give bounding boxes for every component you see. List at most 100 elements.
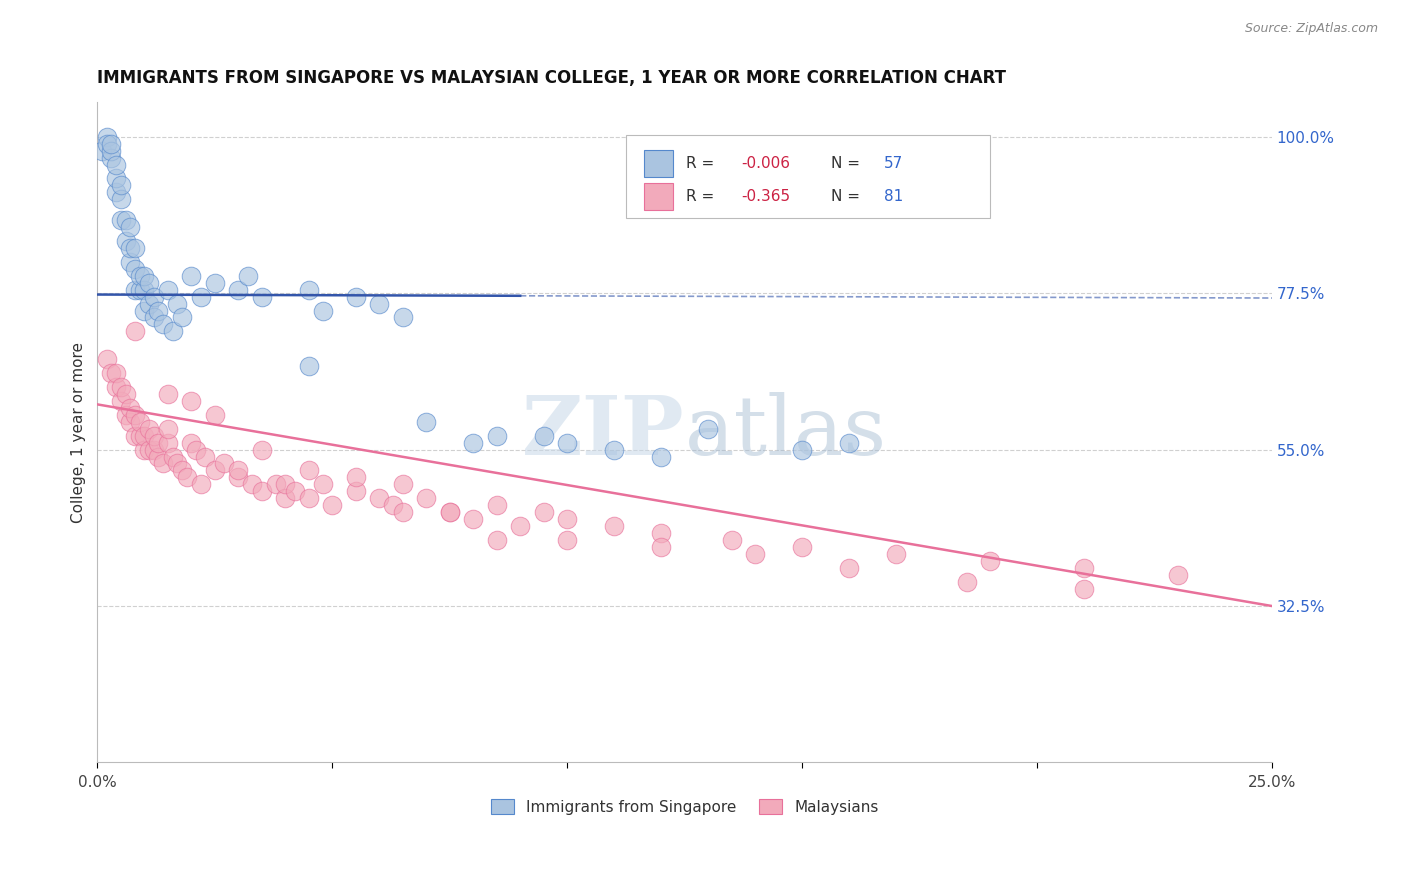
Text: ZIP: ZIP [522,392,685,472]
Point [190,477,212,491]
Point [124,261,146,276]
Point [96,129,118,144]
Point [105,186,128,200]
Point [100,151,122,165]
Point [485,533,508,547]
Point [485,428,508,442]
Point [204,276,226,290]
Point [120,255,142,269]
Point [124,428,146,442]
Point [96,352,118,367]
Point [190,290,212,304]
Point [226,283,249,297]
Point [100,136,122,151]
Point [236,268,259,283]
Point [250,442,273,457]
Point [650,450,672,464]
Point [955,574,977,589]
Point [382,498,405,512]
Point [204,408,226,422]
Point [134,428,156,442]
Point [138,276,160,290]
Point [110,380,132,394]
Point [124,325,146,339]
Point [242,477,264,491]
Point [142,442,165,457]
Point [439,505,461,519]
Point [105,171,128,186]
Point [96,136,118,151]
Point [1073,582,1095,596]
Point [838,435,860,450]
Point [148,303,170,318]
Point [166,457,188,471]
Point [344,484,367,499]
Text: -0.006: -0.006 [741,156,790,171]
FancyBboxPatch shape [626,135,990,218]
Point [100,366,122,380]
Point [509,519,531,533]
Point [156,422,179,436]
Point [166,296,188,310]
Point [603,519,626,533]
Point [838,561,860,575]
Point [114,234,136,248]
Point [555,512,578,526]
Point [105,366,128,380]
Point [463,512,485,526]
Point [128,428,150,442]
Point [170,310,193,325]
Point [1167,567,1189,582]
Point [110,178,132,193]
Text: R =: R = [686,156,718,171]
Point [124,408,146,422]
Point [128,268,150,283]
Point [274,491,297,506]
Point [274,477,297,491]
Point [204,463,226,477]
Point [463,435,485,450]
Point [162,450,184,464]
Point [697,422,720,436]
Text: IMMIGRANTS FROM SINGAPORE VS MALAYSIAN COLLEGE, 1 YEAR OR MORE CORRELATION CHART: IMMIGRANTS FROM SINGAPORE VS MALAYSIAN C… [97,69,1007,87]
Point [124,283,146,297]
Point [156,435,179,450]
Point [720,533,742,547]
Text: atlas: atlas [685,392,887,472]
Point [162,325,184,339]
Point [156,283,179,297]
Point [650,526,672,541]
Point [110,192,132,206]
Y-axis label: College, 1 year or more: College, 1 year or more [72,342,86,523]
Text: 81: 81 [884,189,904,204]
Point [884,547,907,561]
Point [156,387,179,401]
Point [120,401,142,415]
Point [105,380,128,394]
Point [603,442,626,457]
Point [170,463,193,477]
Point [391,310,413,325]
Point [114,408,136,422]
Point [120,415,142,429]
Point [138,442,160,457]
Point [134,283,156,297]
Point [128,283,150,297]
Text: N =: N = [831,189,865,204]
Point [152,318,174,332]
Point [555,533,578,547]
Text: Source: ZipAtlas.com: Source: ZipAtlas.com [1244,22,1378,36]
Point [344,290,367,304]
Point [226,463,249,477]
Point [650,540,672,554]
Point [415,491,437,506]
Point [134,442,156,457]
Point [415,415,437,429]
FancyBboxPatch shape [644,150,673,177]
Point [138,422,160,436]
Point [298,463,321,477]
Point [312,303,335,318]
Point [485,498,508,512]
Point [555,435,578,450]
Point [105,157,128,171]
